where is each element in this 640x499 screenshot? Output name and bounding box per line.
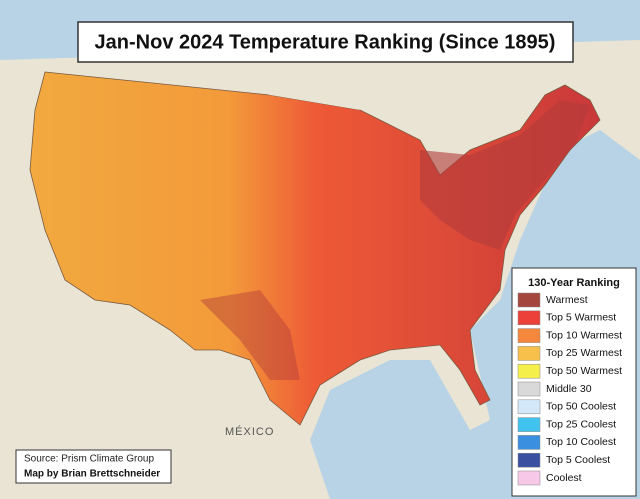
legend-label: Top 50 Coolest xyxy=(546,401,616,413)
title-box xyxy=(77,21,574,63)
legend-swatch xyxy=(517,399,541,415)
texas-warmest xyxy=(200,290,300,380)
source: Source: Prism Climate Group xyxy=(24,454,154,465)
legend-label: Warmest xyxy=(546,294,588,306)
legend-label: Coolest xyxy=(546,472,582,484)
legend-swatch xyxy=(517,292,541,308)
legend-swatch xyxy=(517,346,541,361)
source-box xyxy=(15,449,172,484)
legend-swatch xyxy=(517,470,541,486)
legend-label: Top 25 Coolest xyxy=(546,418,616,430)
legend-swatch xyxy=(517,435,541,450)
canada xyxy=(150,55,360,110)
legend-label: Top 5 Coolest xyxy=(546,454,610,466)
legend-title: 130-Year Ranking xyxy=(528,277,620,289)
legend-swatch xyxy=(517,328,541,343)
legend-label: Top 10 Warmest xyxy=(546,329,622,341)
legend-swatch xyxy=(517,381,541,397)
legend-swatch xyxy=(517,310,541,326)
legend-swatch xyxy=(517,363,541,379)
title: Jan-Nov 2024 Temperature Ranking (Since … xyxy=(95,31,556,53)
legend-label: Middle 30 xyxy=(546,383,592,395)
usa-ranking xyxy=(29,71,601,426)
legend-swatch xyxy=(517,417,541,432)
legend: 130-Year Ranking Warmest Top 5 Warmest Top… xyxy=(511,267,637,497)
legend-label: Top 25 Warmest xyxy=(546,347,622,359)
northeast-warmest xyxy=(420,100,590,250)
legend-label: Top 50 Warmest xyxy=(546,365,622,377)
legend-swatch xyxy=(517,452,541,468)
credit: Map by Brian Brettschneider xyxy=(24,469,160,480)
legend-label: Top 10 Coolest xyxy=(546,436,616,448)
country-label: MÉXICO xyxy=(225,425,274,438)
legend-label: Top 5 Warmest xyxy=(546,312,616,324)
